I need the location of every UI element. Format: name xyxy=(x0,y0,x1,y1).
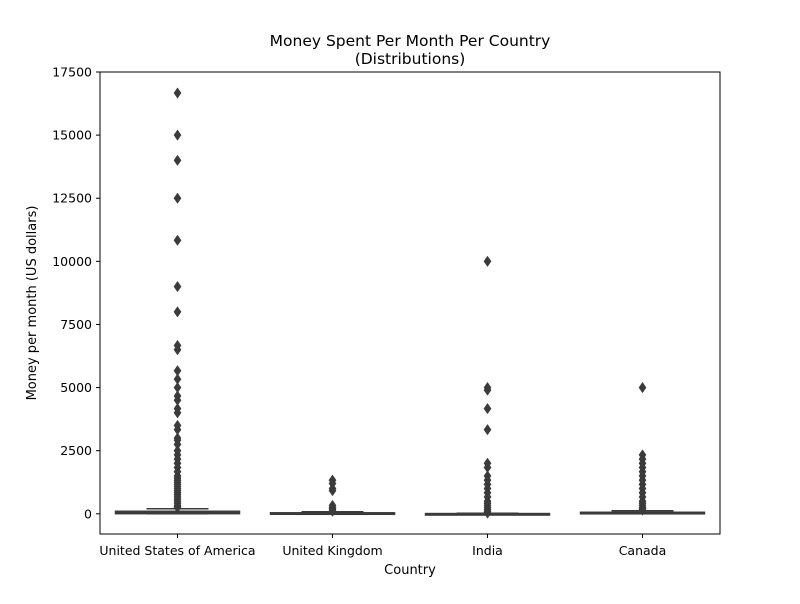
outlier-point xyxy=(173,344,182,356)
chart-subtitle: (Distributions) xyxy=(355,50,466,68)
outlier-point xyxy=(173,306,182,318)
outlier-point xyxy=(173,154,182,167)
y-axis-label: Money per month (US dollars) xyxy=(25,206,40,401)
outlier-point xyxy=(483,255,492,267)
box-group xyxy=(114,87,241,515)
box-group xyxy=(269,474,396,517)
outlier-point xyxy=(173,234,182,246)
outlier-point xyxy=(483,507,492,519)
y-axis: 0 2500 5000 7500 10000 12500 15000 17500 xyxy=(52,65,100,521)
plot-area xyxy=(114,87,706,519)
box-group xyxy=(424,255,551,519)
chart-title: Money Spent Per Month Per Country xyxy=(270,32,551,50)
y-tick-label: 7500 xyxy=(60,317,92,332)
x-tick-label: India xyxy=(472,543,503,558)
outlier-point xyxy=(173,129,182,141)
x-tick-label: Canada xyxy=(619,543,667,558)
y-tick-label: 0 xyxy=(84,506,92,521)
outlier-point xyxy=(483,384,492,396)
outlier-point xyxy=(173,87,182,99)
outlier-point xyxy=(173,280,182,293)
y-tick-label: 2500 xyxy=(60,443,92,458)
outlier-point xyxy=(638,381,647,394)
outlier-point xyxy=(328,505,337,517)
box-group xyxy=(579,381,706,516)
outlier-point xyxy=(173,407,182,419)
y-tick-label: 15000 xyxy=(52,128,92,143)
x-axis-label: Country xyxy=(384,563,436,578)
outlier-point xyxy=(638,504,647,516)
outlier-point xyxy=(173,501,182,514)
x-tick-label: United Kingdom xyxy=(282,543,382,558)
x-axis: United States of America United Kingdom In… xyxy=(99,534,666,558)
y-tick-label: 12500 xyxy=(52,191,92,206)
x-tick-label: United States of America xyxy=(99,543,255,558)
y-tick-label: 17500 xyxy=(52,65,92,80)
y-tick-label: 5000 xyxy=(60,380,92,395)
outlier-point xyxy=(328,485,337,497)
y-tick-label: 10000 xyxy=(52,254,92,269)
outlier-point xyxy=(173,192,182,204)
outlier-point xyxy=(483,402,492,415)
outlier-point xyxy=(483,424,492,436)
plot-frame xyxy=(99,71,721,535)
